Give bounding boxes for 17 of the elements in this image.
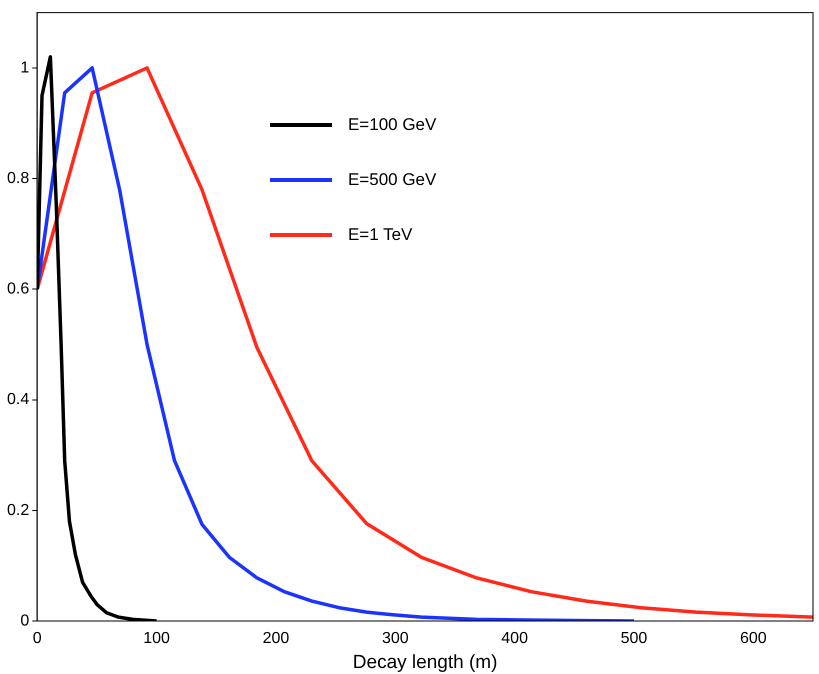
x-tick-label: 500 [620,630,648,648]
x-axis-title: Decay length (m) [352,652,498,673]
x-tick-label: 300 [382,630,409,648]
legend-label: E=1 TeV [348,225,412,246]
x-tick-label: 600 [740,630,767,648]
x-tick-label: 0 [32,630,42,648]
y-tick-label: 1 [20,59,30,76]
legend-label: E=500 GeV [348,170,436,190]
legend-label: E=100 GeV [348,115,436,136]
y-tick-label: 0.4 [6,391,30,408]
x-tick-label: 100 [143,630,170,648]
x-tick-label: 400 [501,630,528,648]
y-tick-label: 0.6 [6,280,30,298]
y-tick-label: 0.8 [6,170,30,187]
y-tick-label: 0.2 [6,502,30,519]
y-tick-label: 0 [20,612,30,630]
x-tick-label: 200 [262,630,290,648]
